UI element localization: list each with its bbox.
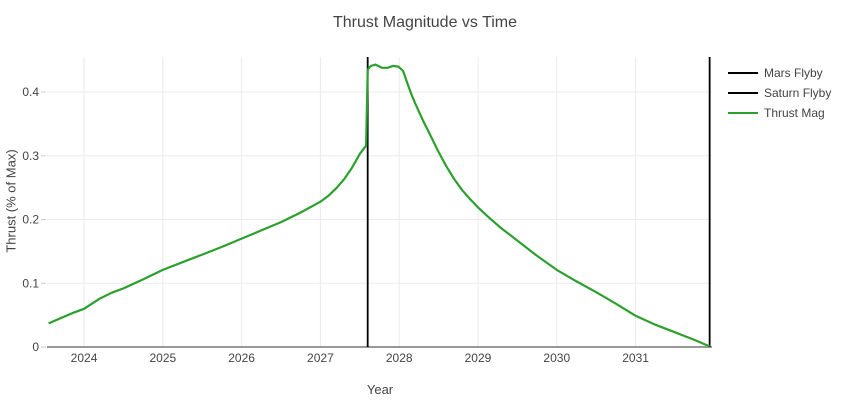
legend-item-saturn-flyby[interactable]: Saturn Flyby <box>728 83 831 103</box>
x-tick-label: 2027 <box>307 351 334 365</box>
legend-item-mars-flyby[interactable]: Mars Flyby <box>728 63 831 83</box>
y-tick-label: 0.3 <box>22 149 39 163</box>
x-tick-label: 2031 <box>622 351 649 365</box>
legend-label: Thrust Mag <box>764 106 825 120</box>
y-tick-label: 0.4 <box>22 85 39 99</box>
y-tick-label: 0.2 <box>22 213 39 227</box>
x-tick-label: 2024 <box>71 351 98 365</box>
x-axis-title: Year <box>366 382 394 397</box>
legend-label: Mars Flyby <box>764 66 823 80</box>
series-thrust-mag <box>48 63 711 348</box>
x-tick-label: 2029 <box>465 351 492 365</box>
legend-item-thrust-mag[interactable]: Thrust Mag <box>728 103 831 123</box>
legend-line-sample <box>728 112 758 114</box>
y-tick-label: 0.1 <box>22 276 39 290</box>
chart-title: Thrust Magnitude vs Time <box>332 14 518 31</box>
x-tick-label: 2028 <box>386 351 413 365</box>
x-tick-label: 2030 <box>543 351 570 365</box>
x-tick-label: 2026 <box>228 351 255 365</box>
y-tick-label: 0 <box>32 340 39 354</box>
legend: Mars Flyby Saturn Flyby Thrust Mag <box>728 63 831 123</box>
x-tick-label: 2025 <box>149 351 176 365</box>
legend-line-sample <box>728 92 758 94</box>
legend-label: Saturn Flyby <box>764 86 832 100</box>
legend-line-sample <box>728 72 758 74</box>
